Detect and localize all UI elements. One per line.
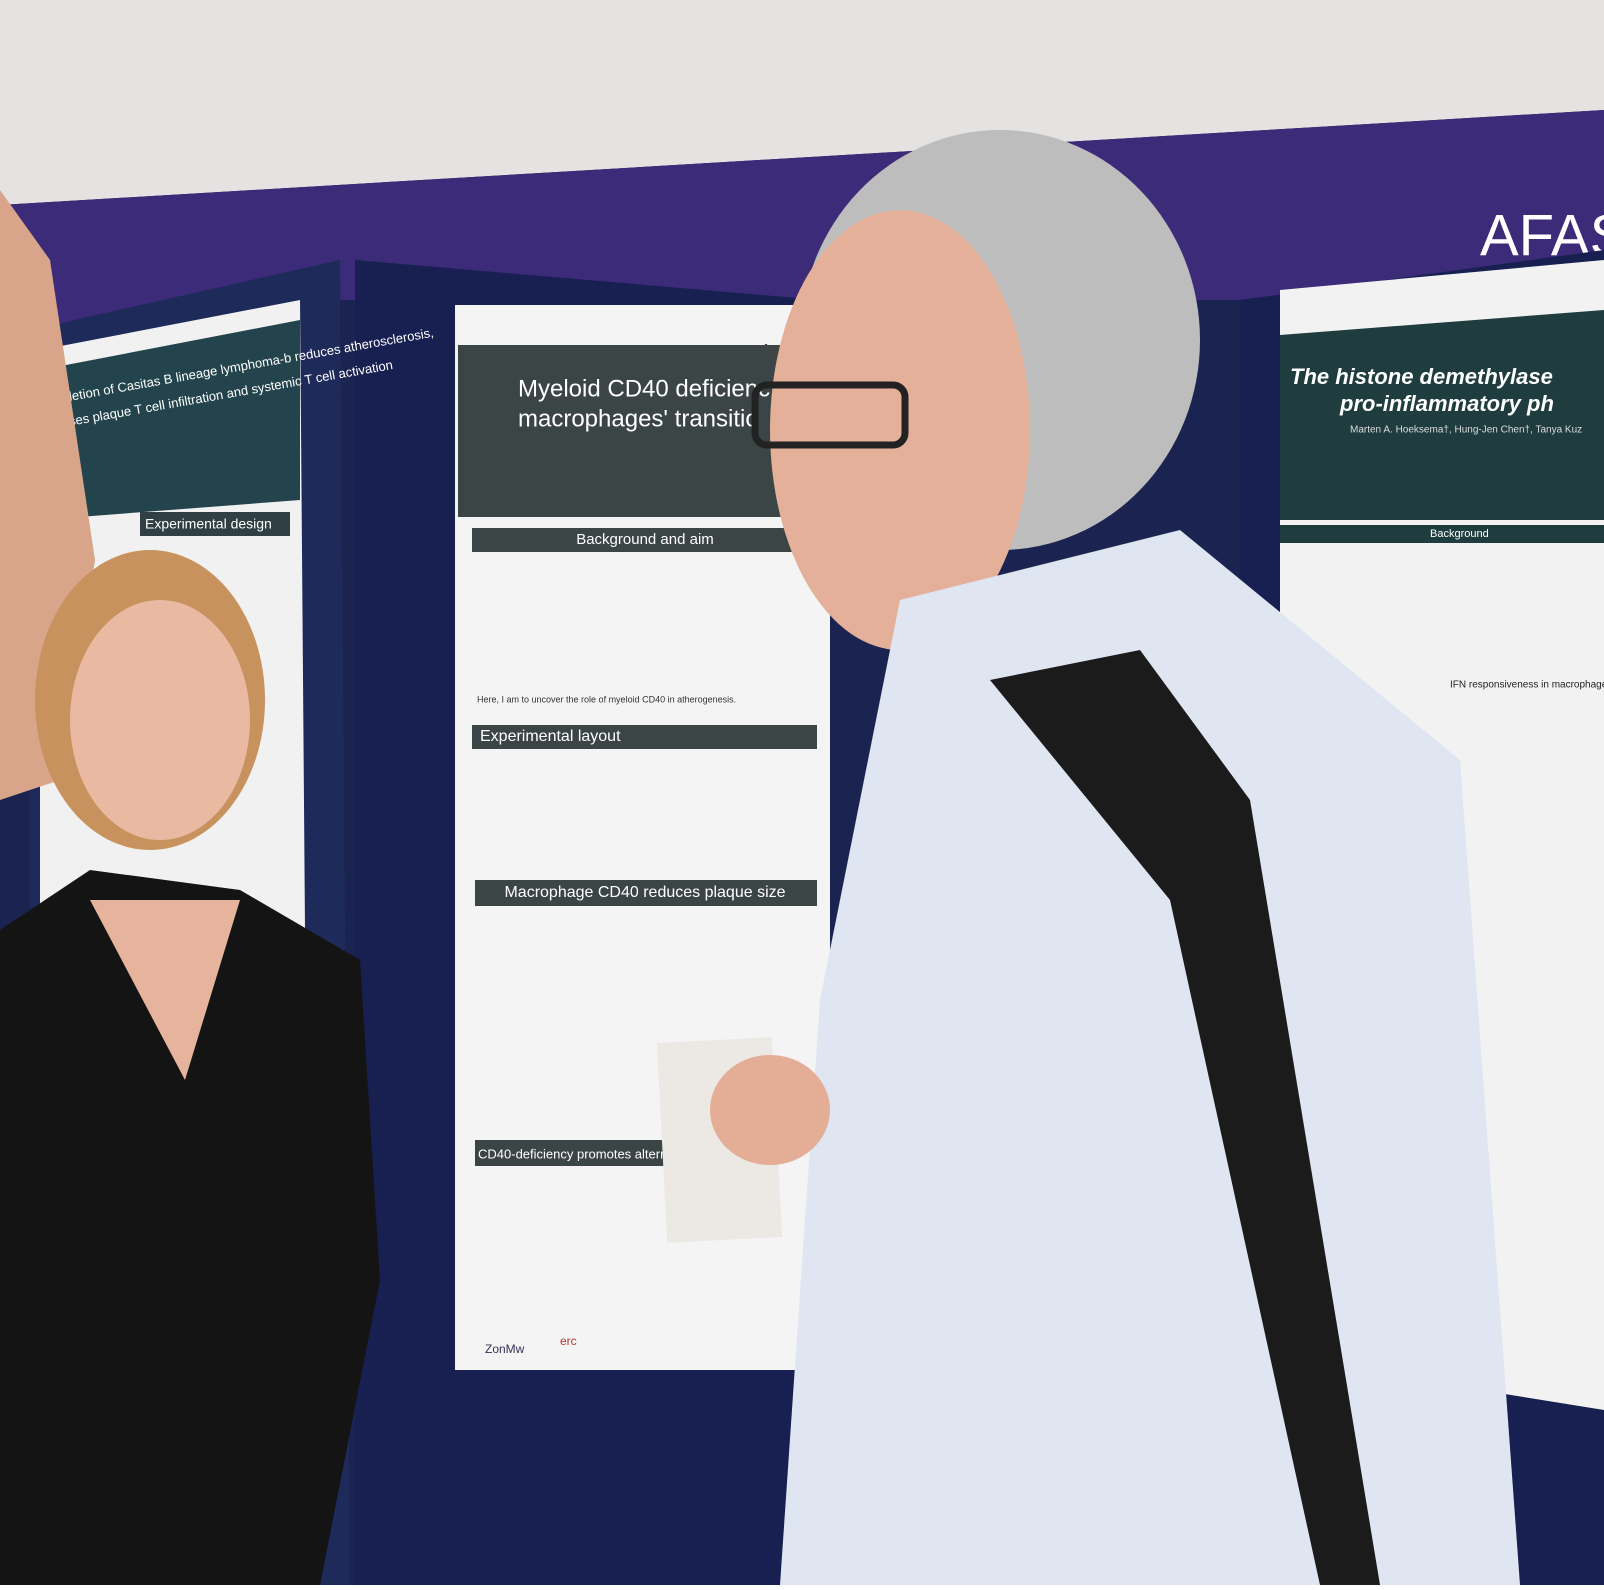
section-title: IFN responsiveness in macrophages: [1450, 680, 1604, 691]
section-header: [472, 725, 817, 749]
section-title: Experimental design: [145, 516, 272, 532]
glasses: [751, 381, 909, 449]
poster-title: Myeloid CD40 deficienc: [518, 375, 770, 402]
woman-neck: [90, 900, 240, 1080]
section-header: [475, 1140, 675, 1166]
section-title: Background and aim: [576, 531, 714, 548]
ceiling: [0, 0, 1604, 205]
aim-text: Here, I am to uncover the role of myeloi…: [477, 694, 736, 704]
poster-title: macrophages' transitio: [518, 405, 759, 432]
man-hand: [710, 1055, 830, 1165]
authors: Marten A. Hoeksema†, Hung-Jen Chen†, Tan…: [1350, 425, 1582, 436]
section-title: Experimental layout: [480, 728, 621, 745]
section-header: [1280, 525, 1604, 543]
section-title: CD40-deficiency promotes altern: [478, 1146, 667, 1161]
section-title: Background: [1430, 528, 1489, 540]
right-poster-header: [1280, 310, 1604, 520]
poster-title: pro-inflammatory ph: [1339, 391, 1554, 416]
sponsor: erc: [560, 1334, 577, 1348]
left-poster-header: [40, 320, 300, 520]
woman-top: [0, 870, 380, 1585]
section-header: [140, 512, 290, 536]
woman-face: [70, 600, 250, 840]
center-poster-header: [458, 345, 830, 517]
poster-title: The histone demethylase: [1290, 364, 1553, 389]
man-face: [770, 210, 1030, 650]
section-title: Macrophage CD40 reduces plaque size: [504, 884, 785, 901]
section-header: [475, 880, 817, 906]
sponsor: ZonMw: [485, 1342, 525, 1356]
section-header: [472, 528, 817, 552]
bag-strap: [990, 650, 1380, 1585]
